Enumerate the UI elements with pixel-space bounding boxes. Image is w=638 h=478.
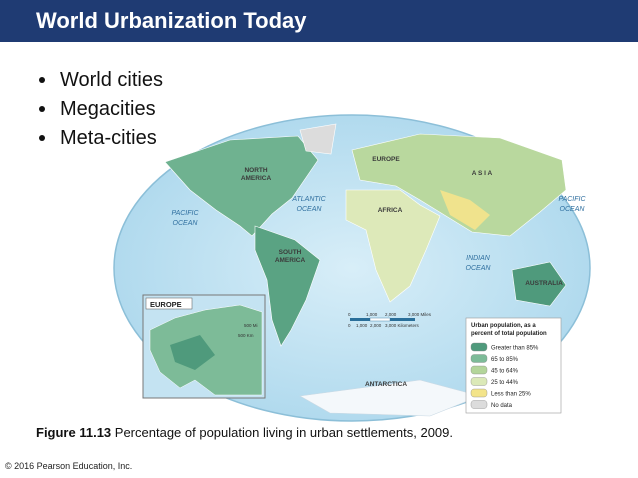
- map-label: AFRICA: [378, 207, 403, 214]
- south-america: [254, 225, 321, 347]
- caption-text: Percentage of population living in urban…: [115, 425, 453, 440]
- ocean-label: PACIFIC: [558, 196, 586, 203]
- legend-label: 65 to 85%: [491, 357, 519, 363]
- scale-label: 1,000: [356, 323, 368, 328]
- north-america: [164, 135, 319, 237]
- bullet-text: Megacities: [60, 98, 156, 120]
- legend: Urban population, as a percent of total …: [465, 317, 562, 414]
- legend-label: Less than 25%: [491, 392, 531, 398]
- africa: [345, 189, 441, 303]
- scale-label: 2,000: [385, 312, 397, 317]
- ocean-label: OCEAN: [297, 206, 323, 213]
- map-label: AUSTRALIA: [525, 280, 563, 287]
- legend-label: No data: [491, 403, 513, 409]
- bullet-dot: [39, 106, 45, 112]
- title-bar: [0, 0, 638, 42]
- ocean-label: PACIFIC: [171, 210, 199, 217]
- bullet-dot: [39, 135, 45, 141]
- antarctica: [299, 379, 481, 417]
- south-asia: [440, 190, 490, 230]
- greenland: [299, 123, 337, 155]
- caption-label: Figure 11.13: [36, 425, 111, 440]
- caption: Figure 11.13 Percentage of population li…: [36, 425, 453, 440]
- legend-title: Urban population, as a: [471, 323, 536, 329]
- scale-label: 1,000: [366, 312, 378, 317]
- scale-segment: [390, 318, 415, 321]
- ocean-label: OCEAN: [560, 206, 586, 213]
- legend-swatch: [470, 342, 488, 352]
- copyright: © 2016 Pearson Education, Inc.: [5, 461, 132, 471]
- ocean-label: INDIAN: [466, 255, 491, 262]
- bullet-list: World cities Megacities Meta-cities: [39, 69, 163, 149]
- legend-swatch: [470, 354, 488, 363]
- map-label: AMERICA: [275, 257, 306, 264]
- eurasia: [351, 133, 567, 237]
- map-label: AMERICA: [241, 175, 272, 182]
- map-label: EUROPE: [372, 156, 400, 163]
- legend-swatch: [470, 388, 488, 398]
- scale-bar: 0 1,000 2,000 3,000 Miles 0 1,000 2,000 …: [348, 312, 432, 328]
- bullet-dot: [39, 77, 45, 83]
- map-label: A S I A: [472, 170, 493, 177]
- inset-scale-label: 500 Km: [238, 333, 254, 338]
- inset-title: EUROPE: [150, 300, 182, 309]
- inset-land: [170, 335, 215, 370]
- ocean-label: ATLANTIC: [291, 196, 326, 203]
- ocean-label: OCEAN: [466, 265, 492, 272]
- legend-label: Greater than 85%: [491, 346, 539, 352]
- map-label: NORTH: [244, 167, 267, 174]
- legend-swatch: [470, 377, 488, 386]
- map: NORTH AMERICA ATLANTIC OCEAN PACIFIC OCE…: [113, 114, 591, 422]
- scale-label: 2,000: [370, 323, 382, 328]
- map-label: ANTARCTICA: [365, 381, 407, 388]
- legend-label: 45 to 64%: [491, 369, 519, 375]
- scale-segment: [369, 317, 391, 322]
- inset-title-box: [145, 297, 193, 310]
- scale-label: 0: [348, 323, 351, 328]
- australia: [511, 261, 567, 307]
- inset-scale-label: 500 Mi: [244, 323, 258, 328]
- scale-label: 3,000 Kilometers: [385, 323, 420, 328]
- scale-label: 3,000 Miles: [408, 312, 432, 317]
- scale-label: 0: [348, 312, 351, 317]
- bullet-text: World cities: [60, 69, 163, 91]
- legend-swatch: [470, 365, 488, 375]
- legend-swatch: [470, 400, 488, 409]
- bullet-text: Meta-cities: [60, 127, 157, 149]
- slide-title: World Urbanization Today: [36, 8, 307, 33]
- map-label: SOUTH: [279, 249, 302, 256]
- legend-title: percent of total population: [471, 331, 547, 337]
- legend-label: 25 to 44%: [491, 380, 519, 386]
- ocean-label: OCEAN: [173, 220, 199, 227]
- europe-inset: EUROPE 500 Mi 500 Km: [142, 294, 266, 399]
- scale-segment: [350, 318, 370, 321]
